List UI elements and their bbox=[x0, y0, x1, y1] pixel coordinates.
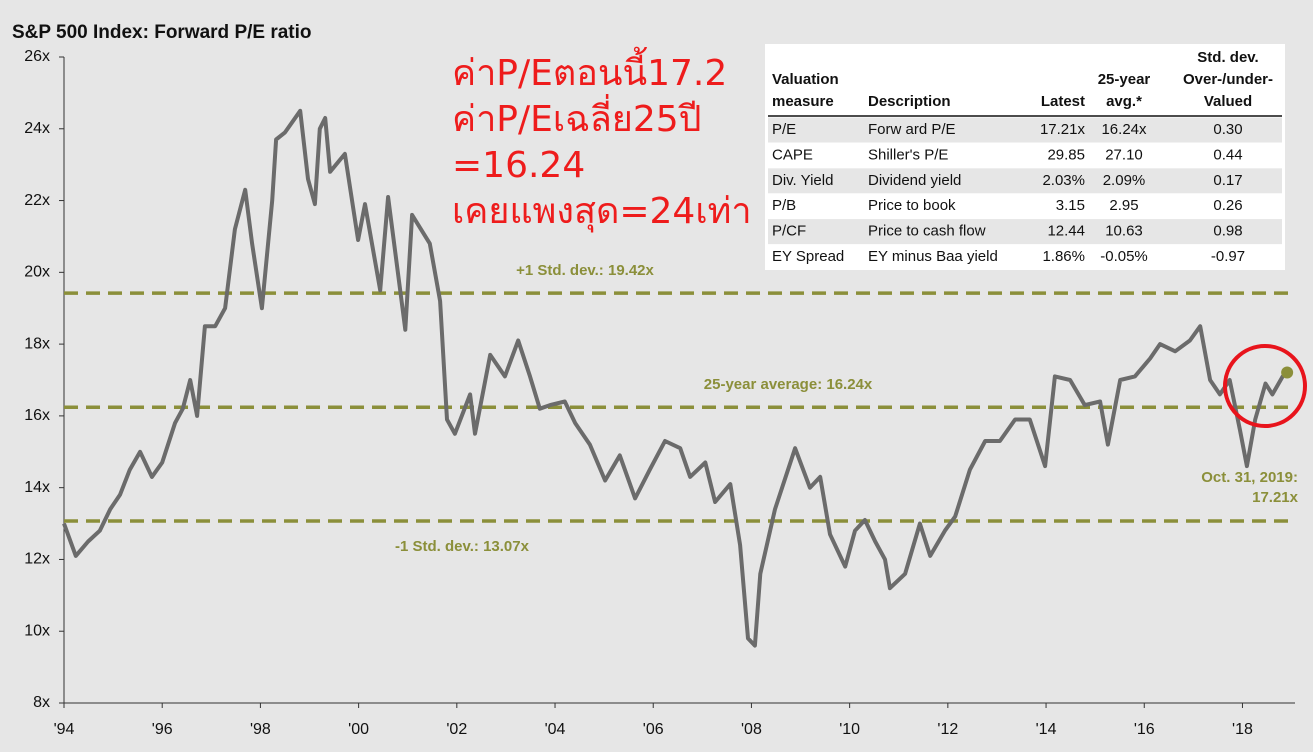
table-cell: Dividend yield bbox=[868, 172, 961, 189]
table-cell: 0.44 bbox=[1213, 146, 1242, 163]
y-tick-label: 26x bbox=[24, 48, 50, 65]
table-cell: EY minus Baa yield bbox=[868, 248, 998, 265]
table-cell: Price to cash flow bbox=[868, 223, 986, 240]
y-tick-label: 14x bbox=[24, 479, 50, 496]
table-cell: 1.86% bbox=[1042, 248, 1085, 265]
table-cell: Price to book bbox=[868, 197, 956, 214]
table-cell: -0.97 bbox=[1211, 248, 1245, 265]
overlay-text: ค่าP/Eเฉลี่ย25ปี bbox=[452, 94, 702, 140]
x-tick-label: '98 bbox=[250, 721, 271, 738]
table-cell: 16.24x bbox=[1101, 121, 1147, 138]
y-tick-label: 22x bbox=[24, 192, 50, 209]
x-tick-label: '18 bbox=[1232, 721, 1253, 738]
overlay-text: =16.24 bbox=[452, 145, 585, 186]
table-cell: 12.44 bbox=[1047, 223, 1085, 240]
reference-label: 25-year average: 16.24x bbox=[704, 376, 873, 393]
table-cell: 2.09% bbox=[1103, 172, 1146, 189]
table-cell: P/CF bbox=[772, 223, 806, 240]
table-cell: 3.15 bbox=[1056, 197, 1085, 214]
table-header: measure bbox=[772, 93, 834, 110]
y-tick-label: 10x bbox=[24, 622, 50, 639]
table-cell: 10.63 bbox=[1105, 223, 1143, 240]
table-row-shade bbox=[768, 219, 1282, 245]
table-cell: 0.17 bbox=[1213, 172, 1242, 189]
table-cell: -0.05% bbox=[1100, 248, 1148, 265]
x-tick-label: '10 bbox=[839, 721, 860, 738]
table-cell: 2.03% bbox=[1042, 172, 1085, 189]
end-point bbox=[1281, 366, 1294, 379]
table-cell: CAPE bbox=[772, 146, 813, 163]
table-cell: 0.26 bbox=[1213, 197, 1242, 214]
data-line bbox=[62, 108, 1289, 648]
table-cell: 27.10 bbox=[1105, 146, 1143, 163]
x-tick-label: '94 bbox=[54, 721, 75, 738]
x-tick-label: '12 bbox=[937, 721, 958, 738]
table-cell: Forw ard P/E bbox=[868, 121, 956, 138]
x-tick-label: '14 bbox=[1036, 721, 1057, 738]
table-header: 25-year bbox=[1098, 71, 1151, 88]
x-tick-label: '06 bbox=[643, 721, 664, 738]
x-tick-label: '04 bbox=[545, 721, 566, 738]
highlight-circle bbox=[1223, 344, 1307, 428]
table-cell: Div. Yield bbox=[772, 172, 833, 189]
reference-label: -1 Std. dev.: 13.07x bbox=[395, 538, 530, 555]
x-tick-label: '16 bbox=[1134, 721, 1155, 738]
table-cell: 0.98 bbox=[1213, 223, 1242, 240]
y-tick-label: 24x bbox=[24, 120, 50, 137]
table-cell: 17.21x bbox=[1040, 121, 1086, 138]
end-annotation: Oct. 31, 2019: bbox=[1201, 469, 1298, 486]
table-header: Over-/under- bbox=[1183, 71, 1273, 88]
overlay-text: ค่าP/Eตอนนี้17.2 bbox=[452, 46, 727, 94]
table-cell: 29.85 bbox=[1047, 146, 1085, 163]
table-cell: 0.30 bbox=[1213, 121, 1242, 138]
x-tick-label: '96 bbox=[152, 721, 173, 738]
table-header: avg.* bbox=[1106, 93, 1142, 110]
table-header: Latest bbox=[1041, 93, 1085, 110]
table-header: Valuation bbox=[772, 71, 839, 88]
y-tick-label: 18x bbox=[24, 335, 50, 352]
chart-title: S&P 500 Index: Forward P/E ratio bbox=[12, 22, 312, 43]
table-row-shade bbox=[768, 168, 1282, 194]
y-tick-label: 16x bbox=[24, 407, 50, 424]
reference-label: +1 Std. dev.: 19.42x bbox=[516, 262, 654, 279]
table-header: Valued bbox=[1204, 93, 1252, 110]
table-header: Std. dev. bbox=[1197, 49, 1258, 66]
x-tick-label: '08 bbox=[741, 721, 762, 738]
end-annotation: 17.21x bbox=[1252, 489, 1299, 506]
x-tick-label: '02 bbox=[446, 721, 467, 738]
table-cell: P/B bbox=[772, 197, 796, 214]
table-row-shade bbox=[768, 117, 1282, 143]
table-cell: 2.95 bbox=[1109, 197, 1138, 214]
overlay-text: เคยแพงสุด=24เท่า bbox=[452, 191, 752, 233]
x-tick-label: '00 bbox=[348, 721, 369, 738]
y-tick-label: 20x bbox=[24, 264, 50, 281]
table-cell: EY Spread bbox=[772, 248, 844, 265]
y-tick-label: 8x bbox=[33, 694, 50, 711]
y-tick-label: 12x bbox=[24, 551, 50, 568]
table-cell: P/E bbox=[772, 121, 796, 138]
table-header: Description bbox=[868, 93, 951, 110]
table-cell: Shiller's P/E bbox=[868, 146, 948, 163]
